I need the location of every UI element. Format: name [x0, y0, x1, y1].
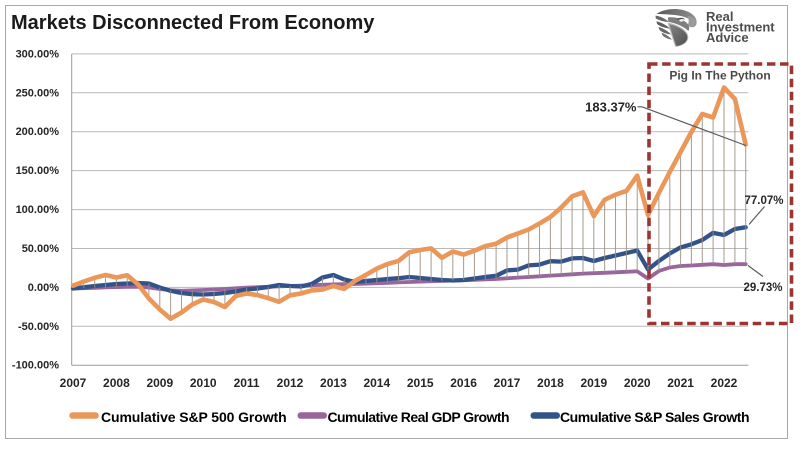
svg-text:Pig In The Python: Pig In The Python	[669, 69, 770, 83]
svg-text:50.00%: 50.00%	[22, 243, 60, 255]
svg-text:200.00%: 200.00%	[16, 126, 60, 138]
svg-text:183.37%: 183.37%	[585, 99, 637, 114]
svg-text:0.00%: 0.00%	[28, 282, 59, 294]
svg-text:2016: 2016	[450, 376, 477, 390]
svg-text:100.00%: 100.00%	[16, 204, 60, 216]
svg-text:2022: 2022	[711, 376, 738, 390]
svg-text:2011: 2011	[234, 376, 260, 390]
svg-text:Cumulative S&P Sales Growth: Cumulative S&P Sales Growth	[560, 409, 749, 425]
svg-text:Investment: Investment	[706, 20, 775, 35]
svg-text:2015: 2015	[407, 376, 434, 390]
svg-text:2017: 2017	[494, 376, 521, 390]
svg-text:2013: 2013	[320, 376, 347, 390]
svg-text:Cumulative S&P 500 Growth: Cumulative S&P 500 Growth	[101, 409, 287, 425]
svg-text:250.00%: 250.00%	[16, 87, 60, 99]
svg-text:150.00%: 150.00%	[16, 165, 60, 177]
svg-text:77.07%: 77.07%	[745, 195, 784, 207]
svg-text:Markets Disconnected From Econ: Markets Disconnected From Economy	[11, 12, 375, 34]
svg-text:-50.00%: -50.00%	[18, 321, 59, 333]
svg-text:2009: 2009	[146, 376, 173, 390]
svg-text:2019: 2019	[580, 376, 607, 390]
svg-text:-100.00%: -100.00%	[12, 360, 59, 372]
svg-text:29.73%: 29.73%	[744, 282, 783, 294]
svg-text:2014: 2014	[363, 376, 390, 390]
svg-text:2007: 2007	[60, 376, 87, 390]
svg-text:2018: 2018	[537, 376, 564, 390]
svg-text:2020: 2020	[624, 376, 651, 390]
svg-text:300.00%: 300.00%	[16, 48, 60, 60]
svg-text:Real: Real	[706, 9, 733, 24]
svg-text:2012: 2012	[277, 376, 304, 390]
svg-text:2021: 2021	[667, 376, 694, 390]
svg-text:2010: 2010	[190, 376, 217, 390]
svg-text:Cumulative Real GDP Growth: Cumulative Real GDP Growth	[328, 409, 509, 425]
svg-text:2008: 2008	[103, 376, 130, 390]
svg-text:Advice: Advice	[706, 30, 749, 45]
